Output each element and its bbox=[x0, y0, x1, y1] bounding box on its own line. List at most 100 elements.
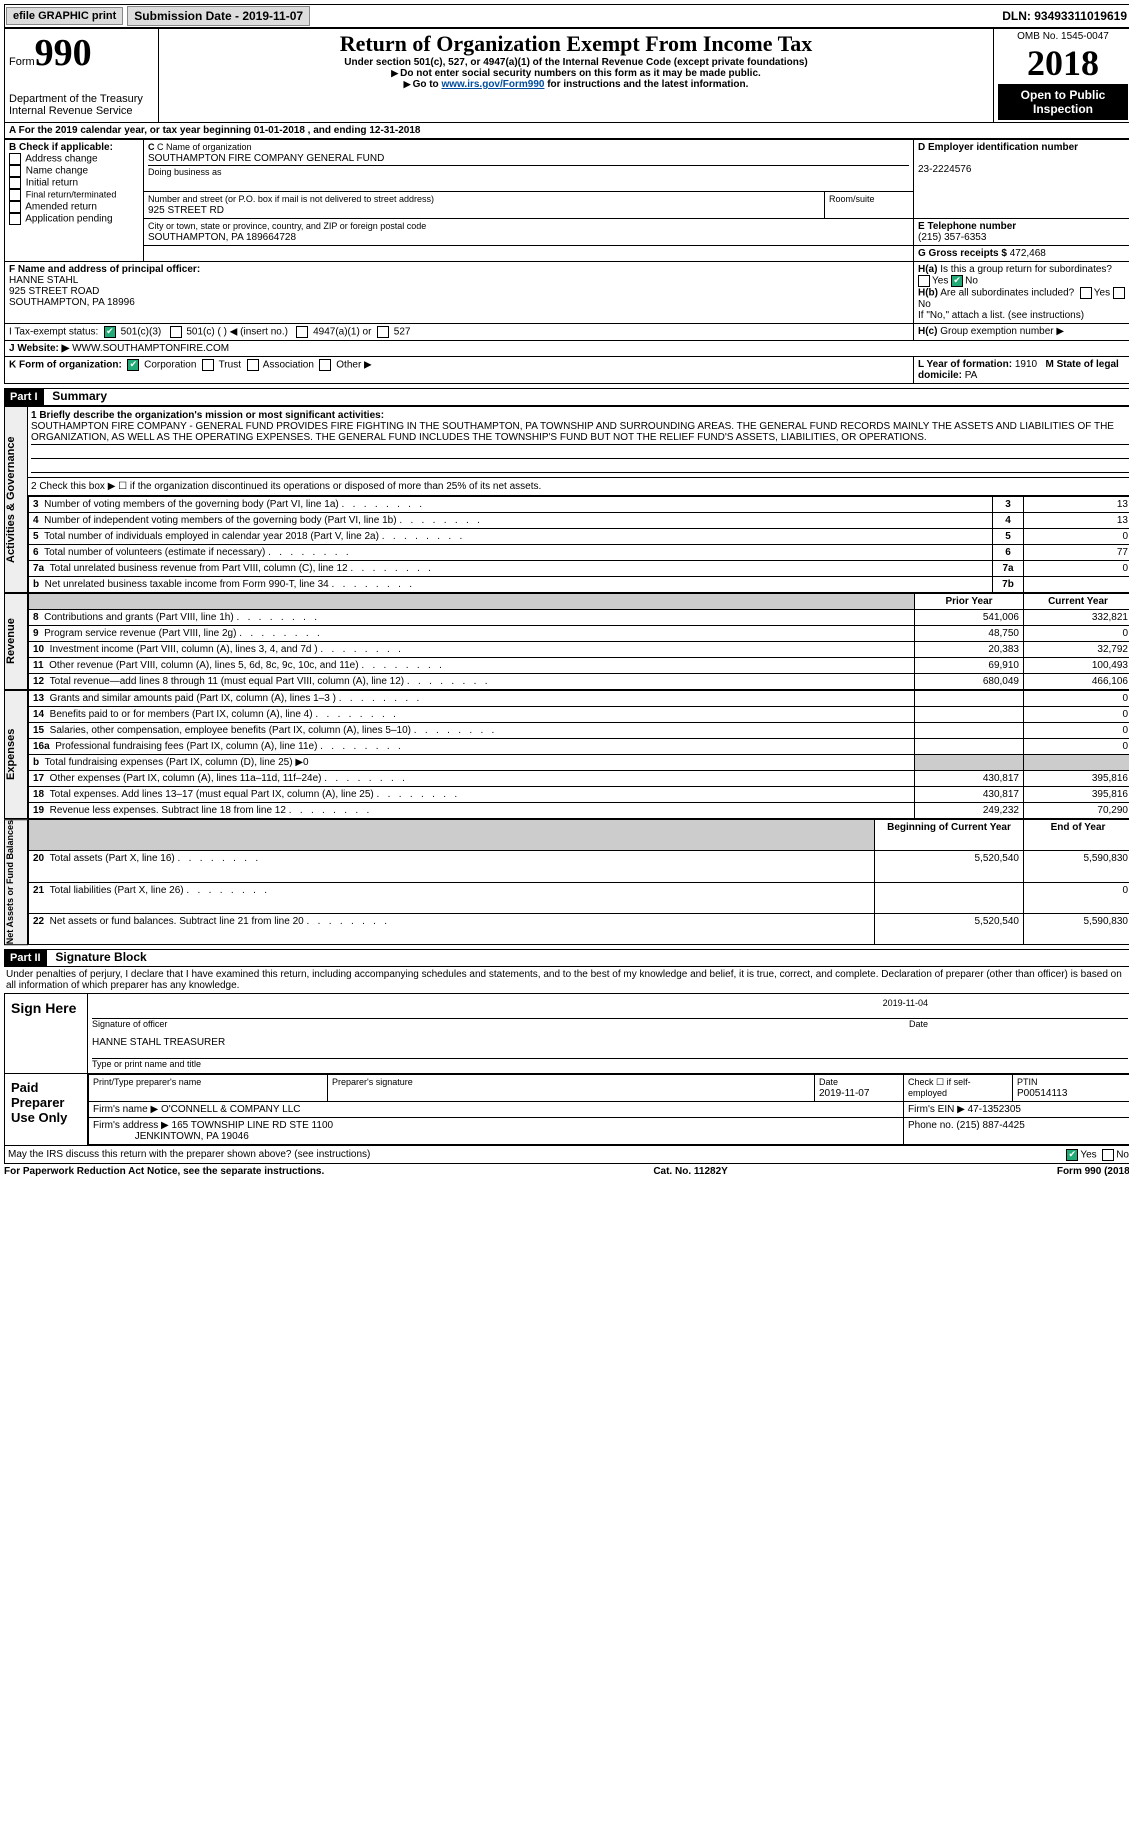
line-k-label: K Form of organization: bbox=[9, 360, 122, 371]
p-chk: Check ☐ if self-employed bbox=[908, 1077, 971, 1098]
form-title: Return of Organization Exempt From Incom… bbox=[163, 31, 989, 57]
h-note: If "No," attach a list. (see instruction… bbox=[918, 310, 1084, 321]
chk-app-pending[interactable] bbox=[9, 213, 21, 225]
box-e-label: E Telephone number bbox=[918, 221, 1016, 232]
lbl-other: Other ▶ bbox=[336, 360, 371, 371]
addr-label: Number and street (or P.O. box if mail i… bbox=[148, 194, 434, 204]
lbl-trust: Trust bbox=[219, 360, 241, 371]
tax-year: 2018 bbox=[998, 42, 1128, 84]
lbl-name-change: Name change bbox=[26, 166, 88, 177]
sign-here: Sign Here bbox=[5, 994, 88, 1073]
org-name: SOUTHAMPTON FIRE COMPANY GENERAL FUND bbox=[148, 153, 384, 164]
chk-hb-yes[interactable] bbox=[1080, 287, 1092, 299]
officer-name: HANNE STAHL bbox=[9, 275, 78, 286]
lbl-4947: 4947(a)(1) or bbox=[313, 327, 371, 338]
form-subtitle: Under section 501(c), 527, or 4947(a)(1)… bbox=[163, 57, 989, 68]
lbl-final-return: Final return/terminated bbox=[26, 190, 117, 200]
chk-final-return[interactable] bbox=[9, 189, 21, 201]
p-date-val: 2019-11-07 bbox=[819, 1088, 869, 1099]
chk-trust[interactable] bbox=[202, 359, 214, 371]
chk-corp[interactable] bbox=[127, 359, 139, 371]
officer-addr1: 925 STREET ROAD bbox=[9, 286, 99, 297]
open-to-public: Open to Public Inspection bbox=[998, 84, 1128, 120]
hc-label: Group exemption number ▶ bbox=[940, 326, 1064, 337]
vert-exp: Expenses bbox=[4, 690, 28, 819]
chk-other[interactable] bbox=[319, 359, 331, 371]
tax-status-label: I Tax-exempt status: bbox=[9, 327, 98, 338]
chk-hb-no[interactable] bbox=[1113, 287, 1125, 299]
efile-badge: efile GRAPHIC print bbox=[6, 7, 123, 25]
perjury-declaration: Under penalties of perjury, I declare th… bbox=[4, 967, 1129, 993]
line-a: A For the 2019 calendar year, or tax yea… bbox=[4, 123, 1129, 139]
part1-title: Summary bbox=[46, 389, 107, 403]
dept-treasury: Department of the Treasury bbox=[9, 93, 154, 105]
ha-yes: Yes bbox=[932, 276, 948, 287]
room-label: Room/suite bbox=[829, 194, 875, 204]
chk-assoc[interactable] bbox=[247, 359, 259, 371]
ptin-lbl: PTIN bbox=[1017, 1077, 1038, 1087]
firm-city: JENKINTOWN, PA 19046 bbox=[135, 1131, 249, 1142]
part2-header: Part II bbox=[4, 950, 47, 966]
lbl-501c: 501(c) ( ) ◀ (insert no.) bbox=[186, 327, 288, 338]
chk-501c3[interactable] bbox=[104, 326, 116, 338]
box-g-label: G Gross receipts $ bbox=[918, 248, 1007, 259]
ha-label: Is this a group return for subordinates? bbox=[940, 264, 1112, 275]
lbl-corp: Corporation bbox=[144, 360, 196, 371]
may-no: No bbox=[1116, 1150, 1129, 1161]
chk-amended[interactable] bbox=[9, 201, 21, 213]
chk-name-change[interactable] bbox=[9, 165, 21, 177]
lbl-501c3: 501(c)(3) bbox=[121, 327, 162, 338]
omb-number: OMB No. 1545-0047 bbox=[998, 31, 1128, 42]
irs-link[interactable]: www.irs.gov/Form990 bbox=[441, 79, 544, 90]
vert-bal: Net Assets or Fund Balances bbox=[4, 819, 28, 945]
gross-receipts: 472,468 bbox=[1010, 248, 1046, 259]
lbl-initial-return: Initial return bbox=[26, 178, 78, 189]
city-label: City or town, state or province, country… bbox=[148, 221, 426, 231]
l2-text: 2 Check this box ▶ ☐ if the organization… bbox=[28, 478, 1129, 496]
dept-irs: Internal Revenue Service bbox=[9, 105, 154, 117]
firm-ein: 47-1352305 bbox=[968, 1104, 1021, 1115]
chk-address-change[interactable] bbox=[9, 153, 21, 165]
firm-ein-lbl: Firm's EIN ▶ bbox=[908, 1104, 965, 1115]
firm-addr-lbl: Firm's address ▶ bbox=[93, 1120, 169, 1131]
part2-title: Signature Block bbox=[49, 950, 146, 964]
chk-may-yes[interactable] bbox=[1066, 1149, 1078, 1161]
box-d-label: D Employer identification number bbox=[918, 142, 1078, 153]
l1-label: 1 Briefly describe the organization's mi… bbox=[31, 410, 384, 421]
officer-addr2: SOUTHAMPTON, PA 18996 bbox=[9, 297, 135, 308]
sig-name-val: HANNE STAHL TREASURER bbox=[92, 1037, 225, 1048]
dba-label: Doing business as bbox=[148, 167, 222, 177]
firm-name: O'CONNELL & COMPANY LLC bbox=[161, 1104, 301, 1115]
vert-rev: Revenue bbox=[4, 593, 28, 690]
website-url: WWW.SOUTHAMPTONFIRE.COM bbox=[72, 343, 229, 354]
note-goto-pre: Go to bbox=[413, 79, 442, 90]
firm-addr: 165 TOWNSHIP LINE RD STE 1100 bbox=[172, 1120, 334, 1131]
p-date-lbl: Date bbox=[819, 1077, 838, 1087]
vert-ag: Activities & Governance bbox=[4, 406, 28, 593]
chk-may-no[interactable] bbox=[1102, 1149, 1114, 1161]
lbl-address-change: Address change bbox=[25, 154, 97, 165]
ein: 23-2224576 bbox=[918, 164, 971, 175]
firm-name-lbl: Firm's name ▶ bbox=[93, 1104, 158, 1115]
l-val: 1910 bbox=[1015, 359, 1037, 370]
chk-ha-no[interactable] bbox=[951, 275, 963, 287]
box-f-label: F Name and address of principal officer: bbox=[9, 264, 200, 275]
lbl-assoc: Association bbox=[263, 360, 314, 371]
lbl-amended: Amended return bbox=[25, 202, 97, 213]
chk-4947[interactable] bbox=[296, 326, 308, 338]
lbl-app-pending: Application pending bbox=[25, 214, 112, 225]
sig-date-lbl: Date bbox=[909, 1019, 928, 1029]
lines-balance: Beginning of Current YearEnd of Year20 T… bbox=[28, 819, 1129, 945]
footer-left: For Paperwork Reduction Act Notice, see … bbox=[4, 1166, 324, 1177]
sig-date-val: 2019-11-04 bbox=[92, 998, 928, 1008]
chk-527[interactable] bbox=[377, 326, 389, 338]
chk-ha-yes[interactable] bbox=[918, 275, 930, 287]
entity-info: B Check if applicable: Address change Na… bbox=[4, 139, 1129, 384]
sig-name-lbl: Type or print name and title bbox=[92, 1058, 1128, 1069]
footer-mid: Cat. No. 11282Y bbox=[653, 1166, 727, 1177]
chk-501c[interactable] bbox=[170, 326, 182, 338]
chk-initial-return[interactable] bbox=[9, 177, 21, 189]
box-c-label: C Name of organization bbox=[157, 142, 252, 152]
form-number: 990 bbox=[35, 32, 92, 74]
part1-header: Part I bbox=[4, 389, 44, 405]
